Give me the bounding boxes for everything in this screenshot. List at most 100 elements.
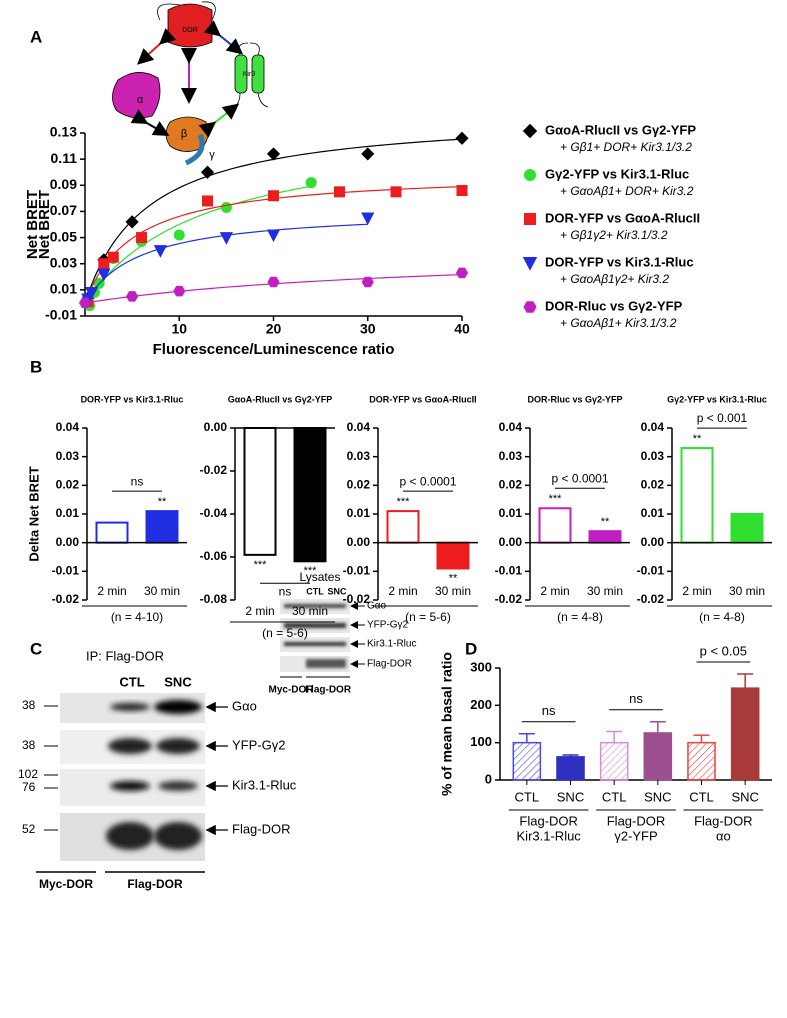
chart-title: DOR-YFP vs GαoA-RlucII xyxy=(369,394,476,404)
y-tick-label: 0.00 xyxy=(204,420,228,434)
bar xyxy=(538,507,572,544)
bar xyxy=(588,530,622,544)
mw-marker: 102 xyxy=(18,767,38,781)
protein-diagram: DOR α β γ Kir3 xyxy=(112,1,269,166)
y-tick-label: 0.03 xyxy=(499,449,523,463)
y-tick-label: 0.13 xyxy=(50,124,77,140)
marker xyxy=(268,190,279,202)
legend-note: + GαoAβ1+ DOR+ Kir3.2 xyxy=(560,184,694,198)
significance-stars: ** xyxy=(449,572,458,584)
y-tick-label: -0.01 xyxy=(637,564,665,578)
y-tick-label: 0.09 xyxy=(50,176,77,192)
legend-note: + GαoAβ1γ2+ Kir3.2 xyxy=(560,272,669,286)
chart-title: Gγ2-YFP vs Kir3.1-Rluc xyxy=(667,394,767,404)
x-tick-label: 30 min xyxy=(435,584,471,598)
y-tick-label: 100 xyxy=(470,734,492,749)
comparison-label: p < 0.0001 xyxy=(399,474,456,488)
marker xyxy=(390,186,402,198)
marker xyxy=(107,251,119,263)
legend-note: + Gβ1+ DOR+ Kir3.1/3.2 xyxy=(560,140,692,154)
x-tick-label: CTL xyxy=(602,789,627,804)
y-tick-label: 0.01 xyxy=(641,506,665,520)
y-tick-label: 0.02 xyxy=(347,478,371,492)
bar xyxy=(386,510,420,544)
marker xyxy=(305,177,317,189)
bar xyxy=(95,521,129,544)
marker xyxy=(266,147,281,161)
marker xyxy=(173,285,186,297)
y-tick-label: 0.00 xyxy=(347,535,371,549)
legend-marker xyxy=(522,123,538,139)
y-tick-label: 0.11 xyxy=(51,150,78,166)
n-label: (n = 4-8) xyxy=(699,610,745,624)
diagram-label: α xyxy=(137,94,144,106)
marker xyxy=(173,229,185,241)
x-tick-label: 10 xyxy=(171,321,187,337)
comparison-label: p < 0.05 xyxy=(700,643,747,658)
band-label: Flag-DOR xyxy=(367,659,412,670)
x-tick-label: 30 min xyxy=(144,584,180,598)
panel-label: A xyxy=(30,27,42,46)
x-tick-label: SNC xyxy=(644,789,671,804)
mw-marker: 38 xyxy=(22,698,36,712)
comparison-label: ns xyxy=(131,474,144,488)
panel-label: B xyxy=(30,357,42,376)
y-axis-label: Delta Net BRET xyxy=(26,466,41,561)
x-tick-label: SNC xyxy=(557,789,584,804)
bar xyxy=(293,427,327,563)
bar xyxy=(643,732,673,781)
marker xyxy=(84,286,99,300)
x-tick-label: 2 min xyxy=(97,584,126,598)
bar xyxy=(687,741,716,781)
x-tick-label: 30 min xyxy=(587,584,623,598)
group-label: γ2-YFP xyxy=(614,828,657,843)
marker xyxy=(126,291,139,302)
y-tick-label: 0.01 xyxy=(56,506,80,520)
bar xyxy=(436,541,470,570)
y-axis-label: % of mean basal ratio xyxy=(439,652,455,796)
y-tick-label: 0.02 xyxy=(499,478,523,492)
marker xyxy=(153,245,167,258)
x-tick-label: 2 min xyxy=(682,584,711,598)
y-axis-label: Net BRET xyxy=(36,190,53,259)
significance-stars: *** xyxy=(304,565,318,577)
marker xyxy=(361,276,374,288)
group-label: Kir3.1-Rluc xyxy=(517,828,582,843)
bar xyxy=(145,510,179,544)
diagram-label: DOR xyxy=(182,27,198,34)
marker xyxy=(97,268,111,282)
legend-label: GαoA-RlucII vs Gγ2-YFP xyxy=(545,122,696,137)
n-label: (n = 4-8) xyxy=(557,610,603,624)
marker xyxy=(333,186,345,198)
y-axis-label: Net BRET xyxy=(24,190,41,259)
comparison-label: p < 0.001 xyxy=(697,411,748,425)
marker xyxy=(202,195,214,207)
group-label: Flag-DOR xyxy=(519,813,578,828)
significance-stars: *** xyxy=(397,496,411,508)
diagram-label: β xyxy=(181,128,187,140)
marker xyxy=(200,165,215,179)
x-axis-label: Fluorescence/Luminescence ratio xyxy=(153,341,395,358)
x-tick-label: CTL xyxy=(515,789,540,804)
bar xyxy=(730,513,764,544)
group-label: Flag-DOR xyxy=(127,877,183,891)
comparison-label: p < 0.0001 xyxy=(551,471,608,485)
legend-marker xyxy=(523,301,537,313)
group-label: Myc-DOR xyxy=(39,877,93,891)
mw-marker: 38 xyxy=(22,738,36,752)
western-blot: IP: Flag-DOR CTL SNC 38 38 102 76 52 Gαo… xyxy=(18,570,416,891)
x-tick-label: 30 xyxy=(360,321,376,337)
y-tick-label: 0.04 xyxy=(641,420,665,434)
diagram-label: γ xyxy=(209,149,215,161)
n-label: (n = 4-10) xyxy=(111,610,163,624)
legend-marker xyxy=(522,257,538,271)
legend-label: DOR-YFP vs GαoA-RlucII xyxy=(545,210,700,225)
legend-marker xyxy=(524,169,536,181)
significance-stars: ** xyxy=(601,516,610,528)
y-tick-label: -0.02 xyxy=(637,592,665,606)
band-label: YFP-Gγ2 xyxy=(232,737,285,752)
marker xyxy=(220,202,232,214)
lane-label: CTL xyxy=(119,674,144,689)
marker xyxy=(267,276,280,288)
